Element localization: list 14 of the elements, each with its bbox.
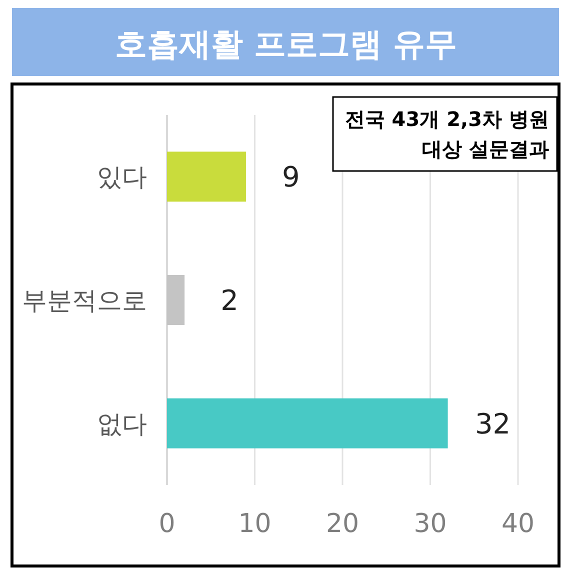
category: 부분적으로 (22, 286, 147, 315)
data-label: 2 (220, 284, 238, 317)
title: 호흡재활 프로그램 유무 (114, 25, 458, 63)
xtick: 20 (326, 509, 360, 539)
data-label: 9 (282, 160, 300, 194)
annotation: 전국 43개 2,3차 병원 (344, 107, 549, 131)
xtick: 40 (501, 509, 535, 539)
xtick: 10 (238, 509, 272, 539)
xtick: 30 (414, 509, 447, 539)
category: 있다 (97, 162, 147, 192)
xtick: 0 (158, 509, 176, 539)
data-label: 32 (474, 407, 511, 440)
category: 없다 (97, 409, 147, 438)
annotation: 대상 설문결과 (422, 137, 549, 161)
